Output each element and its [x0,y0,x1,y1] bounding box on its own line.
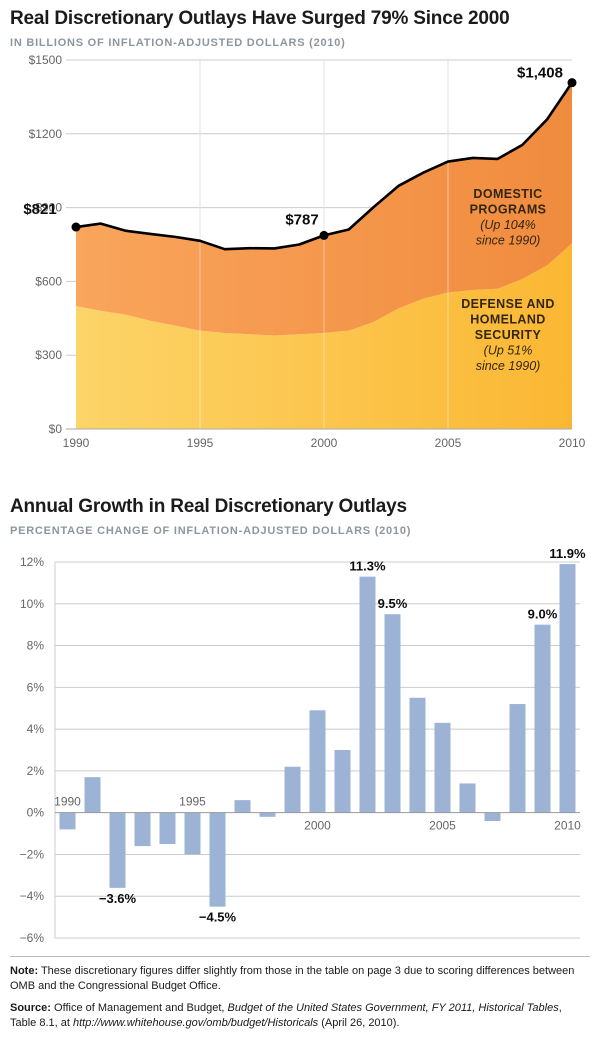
y-tick-label: 8% [27,639,45,653]
area-label-note: since 1990) [476,234,541,248]
bar-2007 [484,812,501,822]
text-segment: , Table 8.1, at [10,1001,562,1030]
text-segment: http://www.whitehouse.gov/omb/budget/His… [73,1017,319,1030]
area-label-note: (Up 104% [480,218,536,232]
text-segment: These discretionary figures differ sligh… [10,965,575,993]
area-label: DEFENSE AND [461,297,555,311]
data-point-2000 [319,230,329,240]
bar-1993 [134,812,151,847]
area-label: PROGRAMS [470,203,547,217]
bar-1994 [159,812,176,844]
y-tick-label: −6% [20,931,45,945]
x-tick-label: 2010 [559,436,586,450]
text-segment: (April 26, 2010). [318,1017,400,1030]
bar-1998 [259,812,276,817]
bar-2008 [509,704,526,813]
bar-value-label: 11.9% [549,546,586,561]
y-tick-label: $900 [35,201,62,215]
area-label-note: (Up 51% [484,344,533,358]
bar-value-label: 9.5% [378,596,408,611]
x-tick-label: 2005 [435,436,462,450]
note-label: Note: [10,965,39,977]
annual-growth-bar-chart: 12% 10% 8% 6% 4% 2% 0% −2% −4% −6% 1990 1995 2000 200… [20,546,586,945]
bar-2004 [409,697,426,813]
note-body: These discretionary figures differ sligh… [10,965,574,992]
y-tick-label: 2% [27,764,45,778]
point-value-label: $821 [23,201,56,218]
bar-1996 [209,812,226,907]
footer: Note: These discretionary figures differ… [10,956,590,1032]
bar-2002 [359,576,376,813]
x-tick-label: 1990 [63,436,90,450]
x-tick-label: 2010 [554,819,581,833]
bar-value-label: −3.6% [99,891,137,906]
x-tick-label: 1995 [179,795,206,809]
y-tick-label: 6% [27,680,45,694]
y-tick-label: $1200 [29,127,63,141]
bar-1990 [59,812,76,830]
bar-2001 [334,750,351,813]
bar-2010 [559,564,576,813]
y-tick-label: −4% [20,889,45,903]
bar-1999 [284,766,301,813]
x-tick-label: 2005 [429,819,456,833]
bar-2005 [434,722,451,813]
x-tick-label: 1990 [54,795,81,809]
point-value-label: $1,408 [517,65,563,82]
bar-2000 [309,710,326,813]
bar-2006 [459,783,476,813]
chart2-subtitle: PERCENTAGE CHANGE OF INFLATION-ADJUSTED … [10,525,412,537]
bar-1997 [234,800,251,813]
y-tick-label: $600 [35,274,62,288]
data-point-2010 [567,78,577,88]
y-tick-label: 10% [20,597,44,611]
bar-2009 [534,624,551,813]
bar-value-label: 9.0% [528,607,558,622]
discretionary-outlays-area-chart: $0 $300 $600 $900 $1200 $1500 $821 $787 $1,408 DE… [23,53,586,450]
area-domestic-programs [76,82,572,336]
y-tick-label: $0 [49,422,63,436]
chart1-subtitle: IN BILLIONS OF INFLATION-ADJUSTED DOLLAR… [10,37,346,49]
y-tick-label: 12% [20,555,44,569]
area-label-note: since 1990) [476,359,541,373]
x-tick-label: 1995 [187,436,214,450]
chart2-title: Annual Growth in Real Discretionary Outl… [10,496,407,517]
x-tick-label: 2000 [311,436,338,450]
y-tick-label: $300 [35,348,62,362]
area-label: DOMESTIC [473,187,542,201]
y-tick-label: $1500 [29,53,63,67]
bar-1995 [184,812,201,855]
bar-value-label: 11.3% [349,559,386,574]
y-tick-label: 0% [27,806,45,820]
x-tick-label: 2000 [304,819,331,833]
text-segment: Office of Management and Budget, [50,1001,228,1014]
source-body: Office of Management and Budget, Budget … [10,1002,562,1029]
y-tick-label: −2% [20,847,45,861]
bar-value-label: −4.5% [199,910,237,925]
source-label: Source: [10,1001,51,1014]
bar-1991 [84,777,101,813]
note-text: Note: These discretionary figures differ… [10,964,590,995]
text-segment: Budget of the United States Government, … [227,1001,559,1014]
data-point-1990 [71,222,81,232]
area-defense-homeland-security [76,243,572,429]
area-label: HOMELAND [470,313,545,327]
chart2-header: Annual Growth in Real Discretionary Outl… [0,454,600,540]
area-label: SECURITY [475,328,542,342]
bar-2003 [384,614,401,813]
chart1-header: Real Discretionary Outlays Have Surged 7… [0,0,600,52]
chart1-title: Real Discretionary Outlays Have Surged 7… [10,8,510,29]
y-tick-label: 4% [27,722,45,736]
source-text: Source: Office of Management and Budget,… [10,1001,590,1032]
point-value-label: $787 [285,211,318,228]
bar-1992 [109,812,126,888]
